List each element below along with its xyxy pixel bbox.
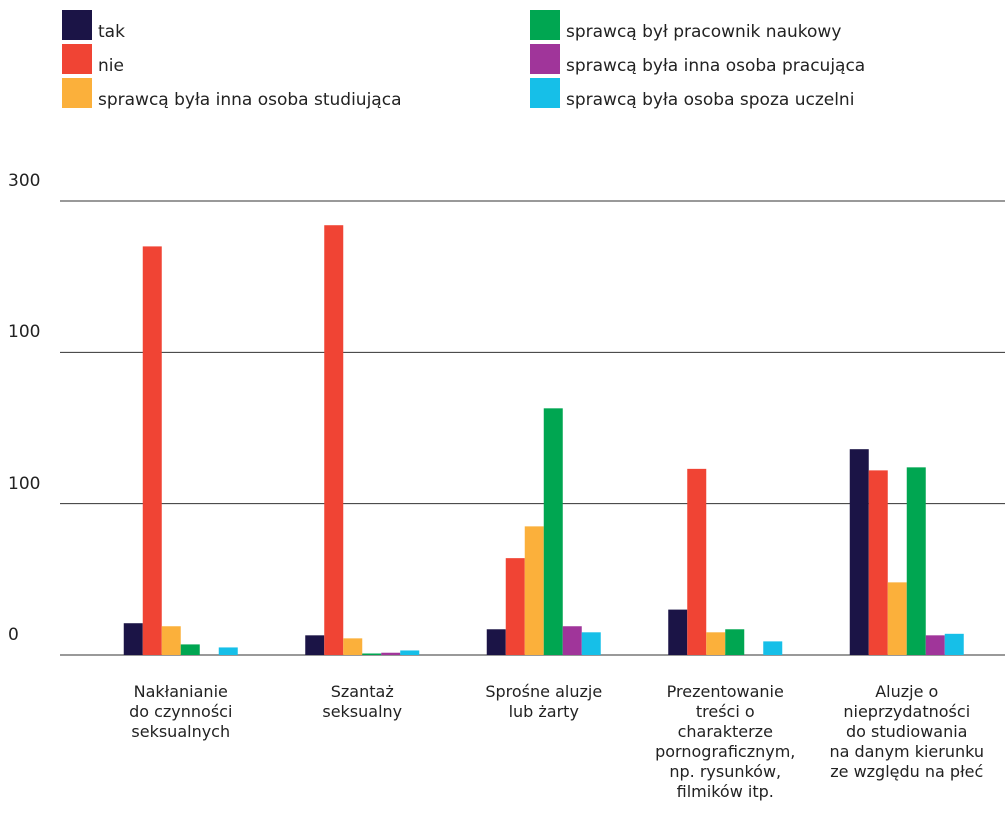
bar: [324, 225, 344, 656]
x-tick-label: Prezentowanie treści o charakterze porno…: [655, 682, 796, 801]
bar: [161, 626, 181, 655]
bar: [305, 635, 325, 655]
bar: [218, 647, 238, 655]
bar: [687, 468, 707, 655]
legend-label: sprawcą była osoba spoza uczelni: [566, 90, 855, 110]
bar: [142, 246, 162, 655]
bar: [562, 626, 582, 655]
bar: [505, 558, 525, 655]
bar: [906, 467, 926, 655]
bar: [400, 650, 420, 655]
bar: [849, 449, 869, 655]
bar: [343, 638, 363, 655]
bar: [725, 629, 745, 655]
bar: [362, 653, 382, 655]
bar: [887, 582, 907, 655]
legend-swatch: [530, 10, 560, 40]
y-tick-label: 0: [8, 625, 19, 645]
legend-label: sprawcą była inna osoba pracująca: [566, 56, 866, 76]
x-tick-label: Nakłanianie do czynności seksualnych: [129, 682, 233, 741]
bar: [763, 641, 783, 655]
bar: [524, 526, 544, 655]
bar: [180, 644, 200, 655]
x-tick-label: Sprośne aluzje lub żarty: [485, 682, 603, 721]
legend-swatch: [530, 44, 560, 74]
bar: [944, 633, 964, 655]
x-tick-label: Szantaż seksualny: [322, 682, 403, 721]
legend-swatch: [62, 78, 92, 108]
bar: [706, 632, 726, 655]
bar: [123, 623, 143, 655]
bar: [925, 635, 945, 655]
legend-label: sprawcą była inna osoba studiująca: [98, 90, 402, 110]
legend-swatch: [530, 78, 560, 108]
y-tick-label: 100: [8, 473, 41, 494]
legend-swatch: [62, 10, 92, 40]
legend-swatch: [62, 44, 92, 74]
y-tick-label: 300: [8, 171, 41, 191]
legend-label: tak: [98, 22, 125, 42]
legend-label: nie: [98, 56, 124, 76]
bar: [381, 652, 401, 655]
y-tick-label: 100: [8, 322, 41, 343]
bar: [581, 632, 601, 655]
bar: [668, 609, 688, 655]
bar: [868, 470, 888, 655]
bar: [486, 629, 506, 655]
legend-label: sprawcą był pracownik naukowy: [566, 22, 842, 42]
x-tick-label: Aluzje o nieprzydatności do studiowania …: [829, 682, 985, 781]
bar: [543, 408, 563, 655]
